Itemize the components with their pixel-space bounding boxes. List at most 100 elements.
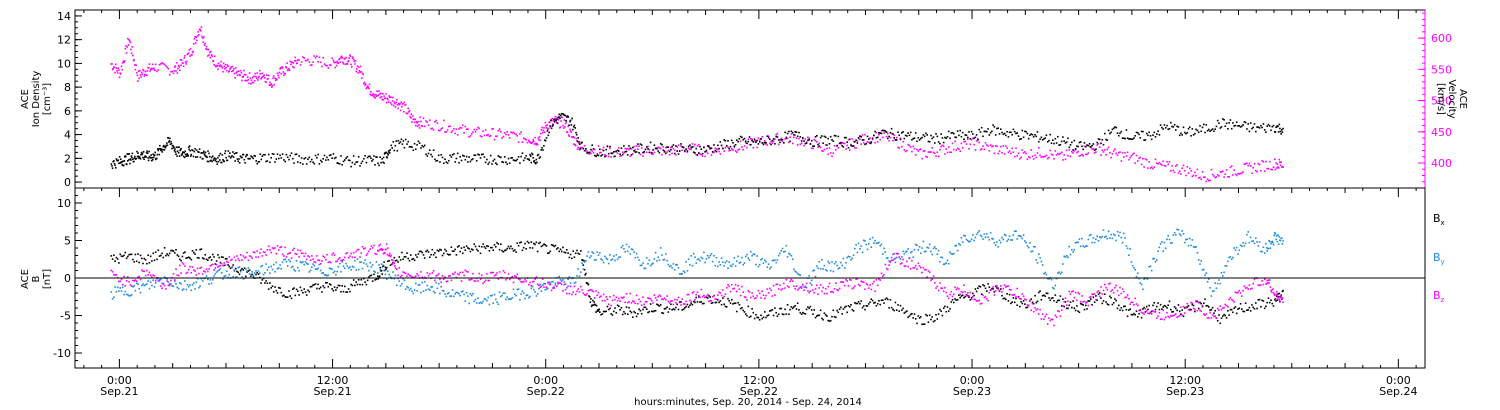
data-point [190, 155, 192, 157]
data-point [959, 150, 961, 152]
data-point [698, 294, 700, 297]
data-point [928, 271, 931, 274]
data-point [581, 262, 583, 264]
data-point [694, 152, 696, 154]
data-point [862, 239, 865, 242]
data-point [758, 292, 761, 295]
data-point [865, 282, 868, 285]
data-point [378, 164, 380, 167]
data-point [718, 261, 720, 263]
data-point [851, 145, 854, 147]
data-point [248, 158, 250, 160]
data-point [667, 149, 670, 152]
data-point [878, 241, 880, 244]
data-point [1192, 246, 1195, 248]
data-point [1129, 308, 1131, 310]
data-point [479, 157, 482, 159]
data-point [423, 144, 426, 147]
data-point [505, 133, 507, 136]
data-point [1064, 142, 1067, 144]
data-point [658, 294, 661, 296]
data-point [116, 72, 119, 74]
data-point [307, 158, 309, 160]
data-point [1227, 260, 1229, 263]
data-point [491, 271, 493, 274]
data-point [234, 77, 236, 79]
data-point [387, 150, 390, 152]
data-point [1003, 233, 1006, 236]
data-point [583, 261, 586, 263]
data-point [134, 68, 137, 71]
data-point [313, 162, 316, 165]
data-point [531, 142, 533, 144]
data-point [927, 321, 930, 323]
data-point [597, 309, 599, 311]
data-point [295, 60, 297, 62]
data-point [146, 269, 148, 272]
data-point [350, 283, 352, 286]
data-point [703, 146, 705, 148]
data-point [127, 153, 130, 155]
data-point [526, 141, 529, 144]
data-point [337, 266, 340, 268]
data-point [173, 146, 175, 148]
data-point [317, 61, 319, 63]
data-point [121, 164, 123, 166]
data-point [1012, 128, 1015, 131]
data-point [1041, 295, 1044, 297]
data-point [980, 148, 983, 150]
data-point [446, 253, 449, 255]
data-point [446, 292, 449, 295]
data-point [1001, 294, 1003, 297]
data-point [647, 148, 649, 150]
data-point [639, 153, 642, 156]
data-point [1200, 178, 1202, 181]
data-point [1182, 126, 1185, 129]
data-point [141, 284, 143, 287]
data-point [588, 289, 591, 291]
data-point [917, 249, 920, 251]
data-point [374, 279, 376, 281]
data-point [906, 260, 908, 263]
data-point [1045, 292, 1048, 295]
data-point [484, 279, 487, 282]
data-point [1060, 305, 1063, 307]
data-point [1238, 173, 1241, 175]
data-point [1064, 158, 1067, 161]
data-point [292, 62, 295, 64]
data-point [148, 67, 150, 69]
data-point [529, 141, 531, 143]
data-point [656, 299, 658, 301]
data-point [752, 253, 755, 255]
data-point [338, 57, 341, 60]
data-point [381, 158, 383, 160]
data-point [939, 308, 941, 311]
data-point [129, 253, 132, 256]
y2-tick-label: 400 [1431, 157, 1452, 170]
data-point [802, 283, 804, 286]
data-point [469, 279, 472, 281]
data-point [351, 265, 354, 268]
data-point [304, 291, 307, 293]
data-point [715, 301, 718, 304]
data-point [1267, 167, 1270, 170]
data-point [633, 310, 635, 313]
data-point [559, 126, 562, 128]
data-point [435, 119, 437, 122]
data-point [808, 307, 810, 310]
data-point [662, 149, 665, 151]
data-point [832, 291, 835, 294]
data-point [524, 297, 526, 300]
data-point [536, 154, 539, 157]
data-point [793, 306, 795, 308]
data-point [629, 292, 632, 295]
data-point [309, 269, 312, 272]
data-point [574, 127, 576, 129]
data-point [672, 144, 675, 146]
data-point [1129, 248, 1131, 250]
data-point [448, 159, 450, 162]
data-point [949, 293, 951, 296]
data-point [396, 284, 398, 287]
data-point [421, 276, 423, 278]
data-point [770, 266, 772, 268]
